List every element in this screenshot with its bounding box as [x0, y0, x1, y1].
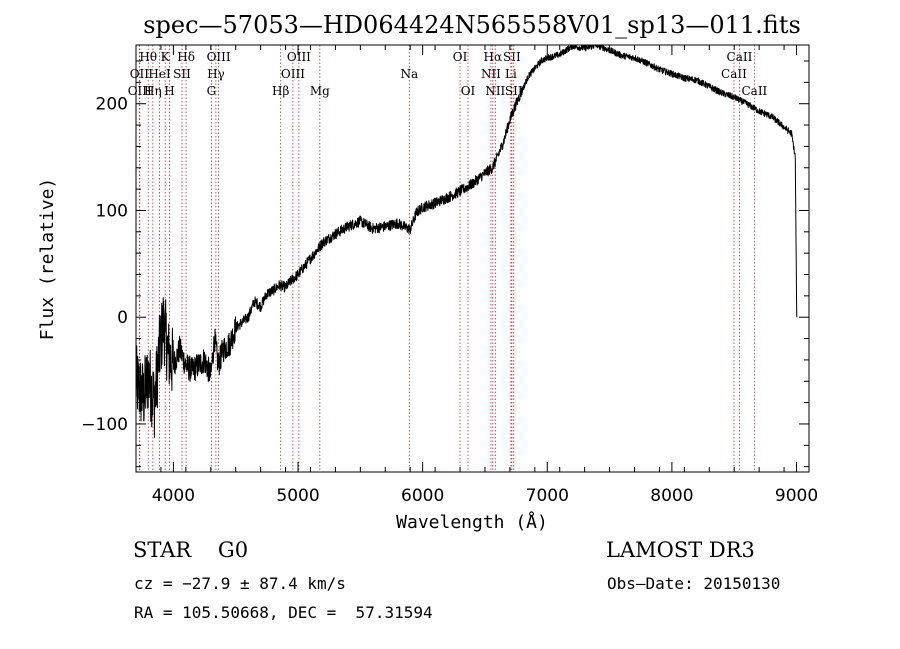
x-tick-label: 9000: [775, 486, 818, 506]
coordinates: RA = 105.50668, DEC = 57.31594: [134, 603, 433, 622]
line-marker-label: OI: [453, 50, 468, 64]
line-marker-label: CaII: [727, 50, 753, 64]
line-marker-label: SII: [173, 67, 191, 81]
x-tick-label: 6000: [401, 486, 444, 506]
line-marker-label: Hβ: [272, 84, 289, 98]
x-tick-label: 8000: [650, 486, 693, 506]
line-marker-label: OI: [461, 84, 476, 98]
y-tick-label: 100: [96, 201, 128, 221]
line-marker-label: OIII: [287, 50, 311, 64]
line-marker-label: OIII: [128, 84, 152, 98]
x-axis-label: Wavelength (Å): [396, 511, 548, 533]
line-marker-label: Hθ: [139, 50, 157, 64]
line-marker-label: Hη: [144, 84, 162, 98]
line-marker-label: Hγ: [207, 67, 225, 81]
line-marker-label: Hδ: [177, 50, 195, 64]
line-marker-label: H: [164, 84, 174, 98]
object-class: STAR G0: [133, 538, 249, 562]
y-axis-label: Flux (relative): [37, 178, 58, 341]
line-marker-label: Li: [505, 67, 517, 81]
y-tick-label: −100: [81, 415, 128, 435]
line-marker-label: Hα: [484, 50, 503, 64]
line-marker-label: CaII: [741, 84, 767, 98]
spectrum-line: [135, 44, 798, 438]
line-marker-label: HeI: [148, 67, 171, 81]
x-axis-ticks: 4000 5000 6000 7000 8000 9000: [135, 45, 818, 506]
y-tick-label: 0: [117, 308, 128, 328]
survey-name: LAMOST DR3: [606, 538, 755, 562]
x-tick-label: 7000: [526, 486, 569, 506]
line-marker-label: NII: [485, 84, 505, 98]
line-marker-label: OIII: [281, 67, 305, 81]
line-marker-label: Mg: [310, 84, 330, 98]
line-markers: HθOIIOIIIHηHeIKHSIIHδGHγOIIIHβOIIIOIIIMg…: [128, 45, 768, 472]
line-marker-label: SII: [505, 84, 523, 98]
line-marker-label: Na: [400, 67, 418, 81]
observation-date: Obs—Date: 20150130: [607, 574, 781, 593]
line-marker-label: K: [161, 50, 171, 64]
x-tick-label: 5000: [276, 486, 319, 506]
chart-title: spec—57053—HD064424N565558V01_sp13—011.f…: [143, 11, 801, 39]
line-marker-label: OIII: [207, 50, 231, 64]
line-marker-label: G: [207, 84, 217, 98]
line-marker-label: NII: [481, 67, 501, 81]
x-tick-label: 4000: [152, 486, 195, 506]
y-tick-label: 200: [96, 95, 128, 115]
line-marker-label: CaII: [721, 67, 747, 81]
redshift-cz: cz = −27.9 ± 87.4 km/s: [134, 574, 346, 593]
y-axis-ticks: −100 0 100 200: [81, 60, 809, 468]
line-marker-label: SII: [503, 50, 521, 64]
plot-frame: [135, 44, 810, 473]
